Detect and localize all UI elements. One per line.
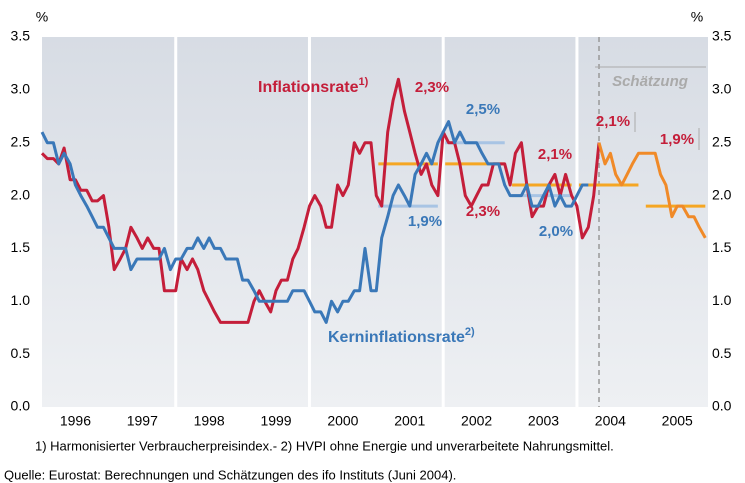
y-tick-label-right: 2.0: [712, 186, 732, 202]
y-tick-label: 1.5: [11, 239, 31, 255]
y-tick-label: 0.0: [11, 398, 31, 414]
average-label: 2,5%: [466, 101, 500, 118]
plot-area: [42, 37, 708, 407]
average-label: 1,9%: [408, 213, 442, 230]
x-tick-label: 1998: [194, 413, 225, 429]
y-tick-label-right: 2.5: [712, 133, 732, 149]
x-tick-label: 2002: [461, 413, 492, 429]
y-tick-label: 3.0: [11, 81, 31, 97]
x-tick-label: 2003: [528, 413, 559, 429]
series-line: [40, 77, 601, 324]
x-tick-label: 2000: [327, 413, 358, 429]
series-note: 2): [465, 326, 475, 338]
y-tick-label-right: 3.0: [712, 81, 732, 97]
source: Quelle: Eurostat: Berechnungen und Schät…: [4, 467, 456, 482]
x-tick-label: 2004: [595, 413, 626, 429]
average-label: 1,9%: [660, 131, 694, 148]
x-tick-label: 1996: [60, 413, 91, 429]
y-tick-label: 2.0: [11, 186, 31, 202]
series-label: Kerninflationsrate2): [328, 326, 475, 346]
series-label: Inflationsrate1): [258, 76, 369, 96]
x-tick-label: 2005: [662, 413, 693, 429]
y-tick-label: 0.5: [11, 345, 31, 361]
series-name: Kerninflationsrate: [328, 329, 465, 346]
y-unit-right: %: [691, 9, 703, 25]
y-unit-left: %: [36, 9, 48, 25]
y-tick-label-right: 1.0: [712, 292, 732, 308]
average-label: 2,0%: [539, 223, 573, 240]
forecast-label: Schätzung: [612, 73, 688, 90]
x-tick-label: 2001: [394, 413, 425, 429]
y-tick-label-right: 3.5: [712, 28, 732, 44]
average-label: 2,3%: [415, 79, 449, 96]
x-tick-label: 1999: [260, 413, 291, 429]
y-tick-label: 2.5: [11, 133, 31, 149]
y-tick-label: 1.0: [11, 292, 31, 308]
series-name: Inflationsrate: [258, 79, 359, 96]
footnote: 1) Harmonisierter Verbraucherpreisindex.…: [35, 438, 614, 453]
average-label: 2,1%: [596, 113, 630, 130]
y-tick-label-right: 1.5: [712, 239, 732, 255]
series-note: 1): [358, 76, 368, 88]
y-tick-label-right: 0.0: [712, 398, 732, 414]
series-line: [597, 142, 707, 239]
series-line: [40, 120, 589, 324]
average-label: 2,1%: [538, 146, 572, 163]
y-tick-label-right: 0.5: [712, 345, 732, 361]
average-label: 2,3%: [466, 203, 500, 220]
y-tick-label: 3.5: [11, 28, 31, 44]
x-tick-label: 1997: [127, 413, 158, 429]
